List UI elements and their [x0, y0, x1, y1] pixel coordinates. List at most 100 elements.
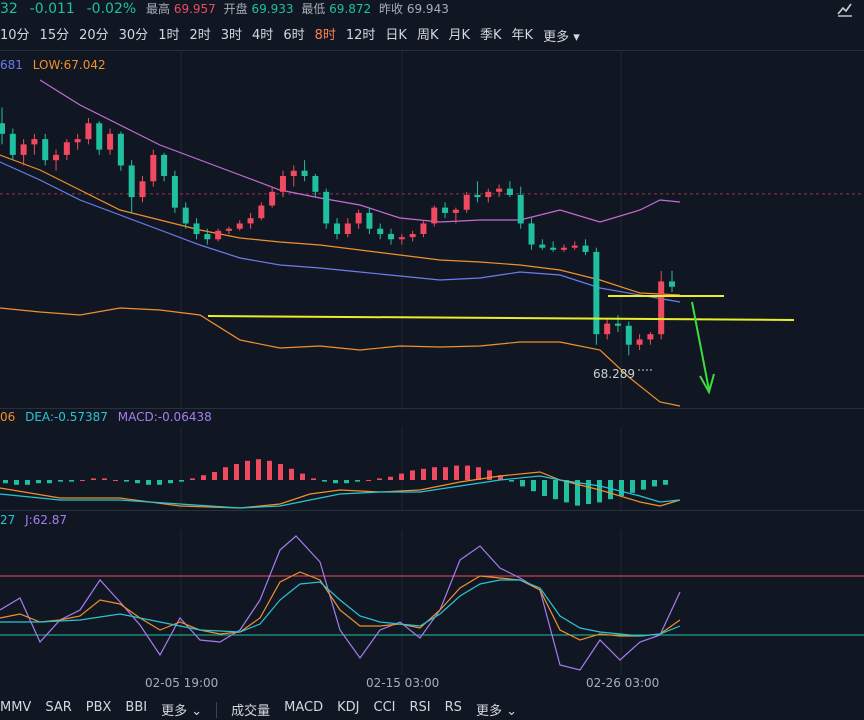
candle-body [593, 251, 600, 335]
tab-timeframe[interactable]: 8时 [314, 28, 336, 43]
candle-body [279, 176, 286, 192]
indicator-rsi[interactable]: RSI [409, 700, 431, 715]
macd-bar [344, 480, 349, 484]
tab-timeframe[interactable]: 20分 [79, 28, 109, 43]
macd-bar [223, 467, 228, 480]
tab-timeframe[interactable]: 1时 [158, 28, 180, 43]
macd-bar [124, 480, 129, 482]
macd-bar [432, 467, 437, 480]
macd-bar [234, 464, 239, 480]
macd-bar [509, 480, 514, 482]
kdj-legend: 27 J:62.87 [0, 513, 73, 527]
tab-timeframe[interactable]: 周K [416, 28, 439, 43]
macd-bar [520, 480, 525, 487]
tab-timeframe[interactable]: 2时 [189, 28, 211, 43]
high-label: 最高 [145, 2, 170, 16]
indicator-macd[interactable]: MACD [284, 700, 324, 715]
macd-bar [454, 465, 459, 480]
candle-body [42, 139, 49, 161]
candle-body [604, 323, 611, 335]
candle-body [139, 181, 146, 198]
candle-body [366, 212, 373, 229]
candle-body [560, 247, 567, 250]
candle-body [355, 212, 362, 224]
main-chart[interactable]: 68.289 [0, 50, 864, 410]
candle-body [625, 325, 632, 345]
tab-timeframe[interactable]: 年K [511, 28, 534, 43]
macd-chart[interactable] [0, 428, 864, 510]
candle-body [409, 234, 416, 238]
macd-bar [652, 480, 657, 487]
candle-body [669, 281, 675, 287]
candle-body [301, 170, 308, 176]
tab-timeframe[interactable]: 12时 [345, 28, 376, 43]
macd-legend: 06 DEA:-0.57387 MACD:-0.06438 [0, 410, 218, 424]
candle-body [377, 228, 384, 234]
indicator-volume[interactable]: 成交量 [231, 704, 271, 719]
candle-body [452, 209, 459, 213]
tab-timeframe[interactable]: 10分 [0, 28, 30, 43]
support-line [207, 315, 795, 321]
indicator-kdj[interactable]: KDJ [337, 700, 360, 715]
open-label: 开盘 [223, 2, 248, 16]
candle-body [182, 207, 189, 224]
tab-timeframe[interactable]: 30分 [118, 28, 149, 43]
quote-header: 32 -0.011 -0.02% 最高 69.957 开盘 69.933 最低 … [0, 0, 864, 18]
macd-bar [487, 470, 492, 480]
tab-timeframe[interactable]: 季K [480, 28, 502, 43]
indicator-pbx[interactable]: PBX [85, 700, 112, 715]
j-line [0, 535, 681, 671]
indicator-cci[interactable]: CCI [373, 700, 396, 715]
macd-bar [201, 475, 206, 480]
x-tick: 02-26 03:00 [586, 676, 660, 690]
macd-bar [619, 480, 624, 496]
macd-bar [498, 475, 503, 480]
macd-bar [190, 478, 195, 480]
high-value: 69.957 [173, 2, 216, 16]
tab-timeframe[interactable]: 4时 [252, 28, 274, 43]
down-arrow-shaft [691, 301, 710, 391]
tab-timeframe[interactable]: 月K [448, 28, 471, 43]
legend-low: LOW:67.042 [32, 58, 106, 72]
candle-body [442, 207, 449, 213]
macd-bar [377, 478, 382, 480]
macd-bar [36, 480, 41, 484]
timeframe-more-button[interactable]: 更多 ▾ [543, 29, 580, 45]
macd-bar [69, 480, 74, 482]
macd-bar [256, 459, 261, 480]
macd-bar [157, 480, 162, 485]
candle-body [128, 165, 135, 198]
candle-body [258, 205, 265, 219]
tab-timeframe[interactable]: 15分 [39, 28, 70, 43]
candle-body [496, 188, 503, 192]
indicator-mmv[interactable]: MMV [0, 700, 32, 715]
divider [0, 408, 864, 409]
macd-dea: DEA:-0.57387 [25, 410, 108, 424]
candle-body [150, 154, 157, 182]
indicator-rs[interactable]: RS [444, 700, 462, 715]
candle-body [431, 207, 438, 224]
candle-body [225, 228, 232, 231]
tab-timeframe[interactable]: 6时 [283, 28, 305, 43]
tab-timeframe[interactable]: 3时 [220, 28, 243, 43]
candle-body [323, 191, 330, 224]
chevron-down-icon: ⌄ [506, 704, 517, 719]
kdj-chart[interactable] [0, 530, 864, 675]
candle-body [53, 154, 60, 161]
macd-bar [443, 467, 448, 480]
tab-timeframe[interactable]: 日K [385, 28, 407, 43]
chart-type-icon[interactable] [836, 0, 854, 18]
macd-bar [47, 480, 52, 484]
main-legend: 681 LOW:67.042 [0, 58, 112, 72]
macd-bar [421, 468, 426, 480]
candle-body [74, 139, 81, 143]
indicator-more-main[interactable]: 更多 ⌄ [161, 700, 202, 720]
macd-bar [542, 480, 547, 496]
divider [0, 510, 864, 511]
indicator-bbi[interactable]: BBI [125, 700, 148, 715]
divider [216, 702, 218, 718]
indicator-sar[interactable]: SAR [45, 700, 72, 715]
indicator-more-sub[interactable]: 更多 ⌄ [476, 700, 517, 720]
macd-bar [289, 468, 294, 480]
macd-bar [597, 480, 602, 503]
